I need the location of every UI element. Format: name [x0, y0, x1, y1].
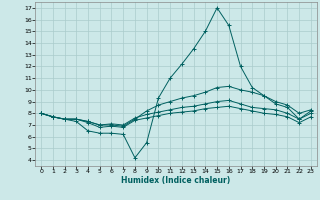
X-axis label: Humidex (Indice chaleur): Humidex (Indice chaleur): [121, 176, 231, 185]
